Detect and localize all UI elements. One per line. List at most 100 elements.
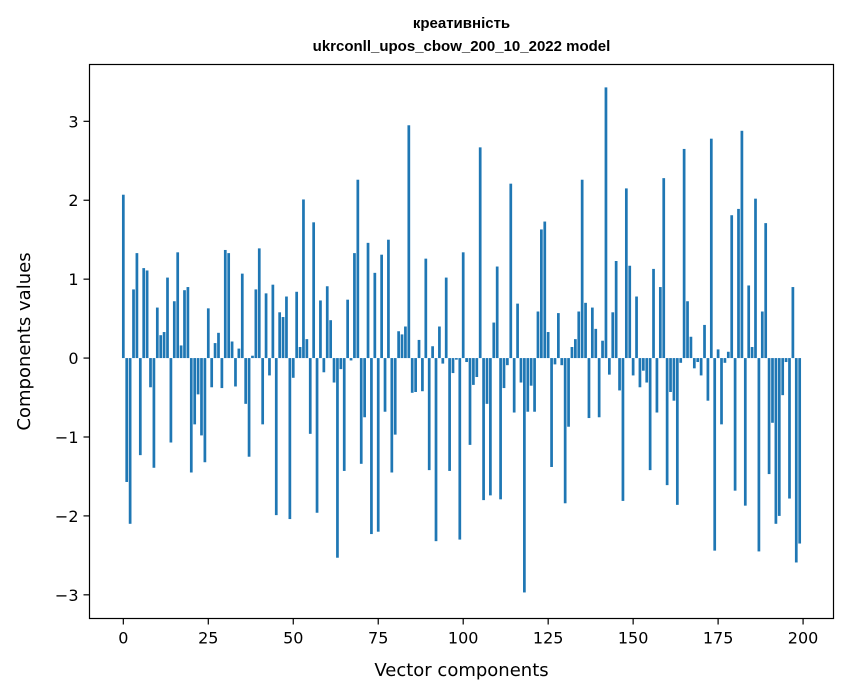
bar [376, 358, 380, 532]
bar [696, 358, 700, 363]
bar [584, 302, 587, 359]
bar [339, 358, 343, 370]
bar [638, 358, 642, 388]
bar [132, 289, 135, 359]
bar [349, 358, 353, 361]
bar [512, 358, 516, 413]
bar [540, 229, 543, 359]
bar [278, 312, 282, 359]
bar [193, 358, 197, 425]
bar [492, 322, 496, 359]
bar [587, 358, 591, 419]
bar [478, 147, 482, 359]
bar [482, 358, 485, 501]
bar [400, 334, 404, 359]
bar [176, 252, 180, 359]
x-tick-label: 100 [448, 629, 479, 648]
bar [461, 252, 465, 359]
bar [322, 358, 326, 373]
bar [788, 358, 791, 499]
bar [798, 358, 802, 544]
bar [149, 358, 152, 388]
bar [563, 358, 567, 504]
bar [387, 239, 390, 359]
y-tick-label: 3 [68, 112, 78, 131]
bar [713, 358, 717, 551]
bar [536, 311, 540, 359]
bar [750, 347, 754, 359]
bar [791, 287, 795, 359]
bar [247, 358, 251, 457]
bar [240, 273, 244, 359]
bar [631, 358, 635, 376]
bar [621, 358, 625, 501]
bar [465, 358, 468, 363]
bar [523, 358, 526, 593]
bar [319, 300, 322, 359]
bar [169, 358, 173, 443]
bar [121, 194, 125, 359]
bar [730, 215, 734, 359]
bar [574, 339, 577, 359]
bar [203, 358, 207, 463]
x-tick-label: 175 [703, 629, 734, 648]
bar [268, 358, 271, 376]
bar [662, 178, 666, 359]
bar [427, 358, 431, 471]
bar [414, 358, 417, 392]
bar [709, 138, 713, 359]
bar [234, 358, 237, 387]
bar [716, 349, 720, 359]
bar [424, 258, 428, 359]
bar [624, 188, 628, 359]
bar [543, 221, 547, 359]
bar [468, 358, 472, 445]
bar [189, 358, 193, 473]
bar [686, 301, 689, 359]
bar [607, 358, 611, 375]
bar [699, 358, 703, 376]
bar [777, 358, 781, 516]
bar [665, 358, 669, 486]
bar [155, 307, 159, 359]
bar [373, 272, 377, 359]
bar [397, 331, 400, 359]
bar [206, 308, 210, 359]
y-axis-ticks: −3 −2 −1 0 1 2 3 [55, 112, 90, 605]
x-tick-label: 150 [618, 629, 649, 648]
bar [743, 358, 747, 506]
bar [237, 348, 241, 359]
bar [223, 249, 227, 359]
bar [601, 340, 604, 359]
bar [257, 248, 261, 359]
bar [509, 183, 513, 359]
bar [274, 358, 278, 516]
bar [298, 347, 302, 359]
bar [495, 266, 499, 359]
bar [441, 358, 445, 364]
bar-series [121, 87, 802, 593]
chart-title-line1: креативність [413, 15, 510, 32]
bar [383, 358, 387, 412]
bar [675, 358, 679, 505]
bar [760, 311, 764, 359]
bar [726, 351, 730, 359]
bar [356, 179, 360, 359]
bar [614, 261, 618, 359]
bar [590, 307, 594, 359]
bar [533, 358, 536, 412]
bar [689, 336, 693, 359]
bar [142, 268, 146, 359]
bar [145, 270, 149, 359]
bar [604, 87, 608, 359]
bar [448, 358, 451, 471]
bar [567, 358, 570, 427]
bar [499, 358, 502, 500]
x-axis-label: Vector components [374, 660, 548, 681]
bar [417, 339, 421, 359]
bar [438, 326, 441, 359]
bar [179, 345, 183, 359]
bar [196, 358, 200, 395]
bar [271, 284, 275, 359]
